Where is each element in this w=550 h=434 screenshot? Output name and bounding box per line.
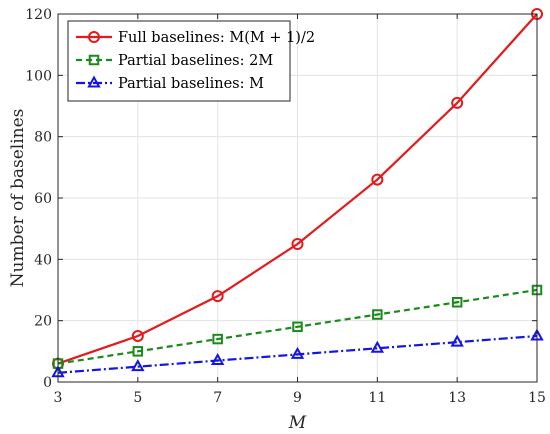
y-tick-label: 100 — [25, 68, 52, 84]
x-tick-label: 11 — [368, 390, 386, 406]
y-axis-label: Number of baselines — [8, 109, 28, 288]
y-tick-label: 20 — [34, 314, 52, 330]
x-tick-label: 9 — [293, 390, 302, 406]
data-point — [132, 346, 144, 357]
series-3 — [51, 328, 544, 378]
series-line — [57, 13, 538, 365]
data-point — [371, 173, 384, 186]
data-point — [292, 321, 303, 333]
data-point — [450, 334, 464, 347]
data-point — [370, 340, 385, 353]
data-point — [211, 290, 224, 303]
y-tick-label: 60 — [34, 191, 52, 207]
legend: Full baselines: M(M + 1)/2 Partial baseli… — [67, 20, 315, 102]
ticks: 3 5 7 9 11 13 15 0 20 40 60 80 100 120 — [25, 7, 546, 406]
y-tick-label: 80 — [34, 130, 52, 146]
data-point — [212, 333, 223, 345]
data-point — [131, 330, 144, 342]
legend-box — [67, 20, 291, 102]
legend-marker — [88, 54, 100, 66]
y-tick-label: 0 — [43, 375, 52, 391]
data-point — [290, 346, 305, 359]
legend-label: Full baselines: M(M + 1)/2 — [118, 30, 315, 46]
x-tick-label: 13 — [448, 390, 466, 406]
x-tick-label: 7 — [213, 390, 222, 406]
x-tick-label: 5 — [133, 390, 142, 406]
legend-label: Partial baselines: 2M — [118, 53, 273, 69]
data-point — [291, 238, 304, 250]
y-tick-label: 40 — [34, 252, 52, 268]
series-line — [57, 288, 538, 365]
data-point — [210, 352, 225, 366]
x-tick-label: 15 — [528, 390, 546, 406]
series-line — [57, 334, 538, 374]
legend-marker — [87, 75, 101, 88]
series-1 — [52, 8, 543, 370]
legend-marker — [88, 31, 100, 43]
x-tick-label: 3 — [54, 390, 63, 406]
data-point — [372, 309, 383, 320]
series-layer — [51, 8, 544, 378]
legend-label: Partial baselines: M — [118, 76, 264, 92]
data-point — [131, 359, 145, 372]
data-point — [451, 297, 463, 308]
data-point — [451, 96, 464, 109]
y-tick-label: 120 — [25, 7, 52, 23]
x-axis-label: M — [288, 413, 307, 433]
